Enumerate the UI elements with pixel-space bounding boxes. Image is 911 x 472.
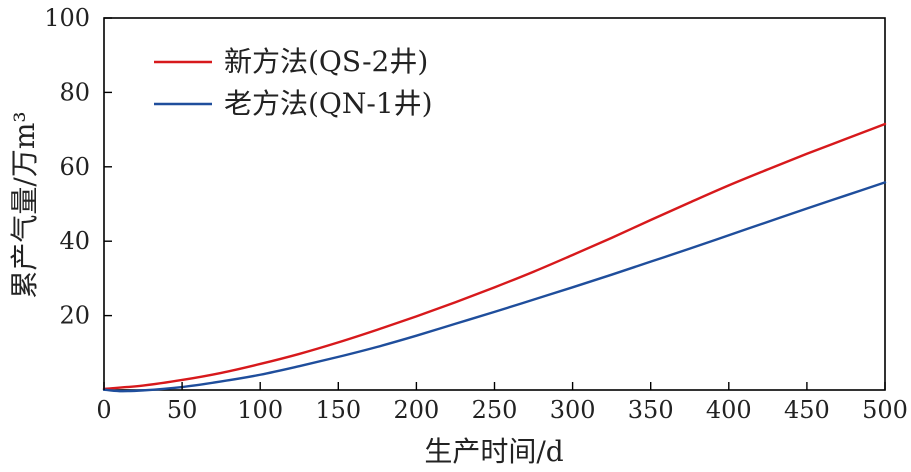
plot-area <box>103 17 886 391</box>
legend-label-old-method: 老方法(QN-1井) <box>224 87 433 120</box>
legend: 新方法(QS-2井) 老方法(QN-1井) <box>154 45 433 120</box>
x-tick-label-500: 500 <box>862 396 908 424</box>
series-line-new-method <box>102 122 887 391</box>
x-axis-title: 生产时间/d <box>424 435 563 468</box>
axis-titles: 生产时间/d 累产气量/万m³ <box>8 111 564 468</box>
axis-layer: 0 50 100 150 200 250 300 350 400 450 500 20 40 60 80 10… <box>44 4 908 424</box>
series-layer <box>102 122 887 393</box>
x-tick-label-350: 350 <box>628 396 674 424</box>
series-line-old-method <box>102 181 887 393</box>
y-tick-label-100: 100 <box>44 4 90 32</box>
y-tick-label-20: 20 <box>59 302 90 330</box>
x-tick-label-100: 100 <box>237 396 283 424</box>
x-tick-label-450: 450 <box>784 396 830 424</box>
x-tick-label-200: 200 <box>393 396 439 424</box>
x-tick-label-50: 50 <box>167 396 198 424</box>
x-tick-label-150: 150 <box>315 396 361 424</box>
x-tick-label-250: 250 <box>472 396 518 424</box>
y-tick-label-60: 60 <box>59 153 90 181</box>
plot-frame <box>103 17 886 391</box>
x-tick-label-300: 300 <box>550 396 596 424</box>
x-tick-label-0: 0 <box>96 396 111 424</box>
legend-label-new-method: 新方法(QS-2井) <box>224 45 428 78</box>
x-tick-label-400: 400 <box>706 396 752 424</box>
y-tick-label-80: 80 <box>59 78 90 106</box>
y-axis-title: 累产气量/万m³ <box>8 111 41 298</box>
y-tick-label-40: 40 <box>59 227 90 255</box>
